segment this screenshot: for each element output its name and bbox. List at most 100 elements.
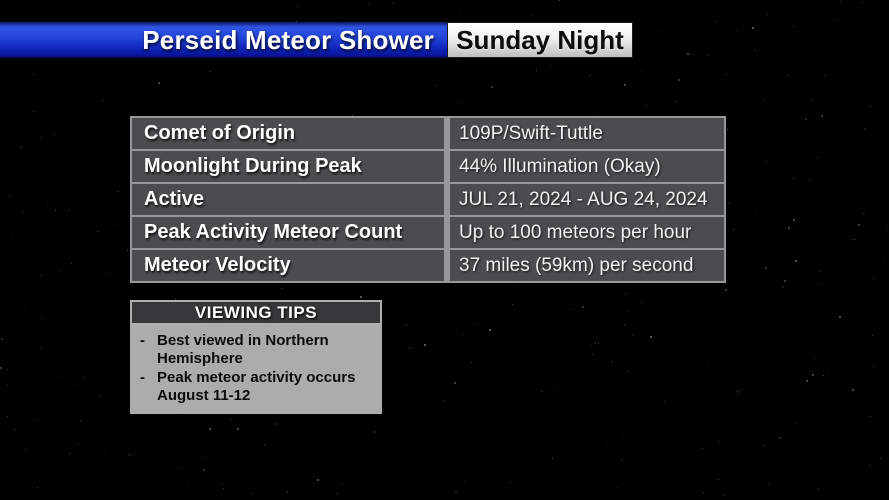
star-dot [872,447,873,448]
star-dot [725,77,726,78]
title-bar: Perseid Meteor Shower Sunday Night [0,22,633,58]
star-dot [811,100,812,101]
row-label: Peak Activity Meteor Count [132,217,444,248]
star-dot [884,256,885,257]
star-dot [222,484,223,485]
star-dot [809,179,810,180]
star-dot [582,306,584,308]
star-dot [755,209,756,210]
star-dot [58,377,59,378]
star-dot [793,178,794,179]
star-dot [646,105,647,106]
star-dot [344,289,345,290]
star-dot [369,4,370,5]
star-dot [828,374,829,375]
star-dot [737,426,738,427]
star-dot [814,358,815,359]
star-dot [264,444,265,445]
star-dot [455,491,457,493]
star-dot [785,482,786,483]
star-dot [839,316,841,318]
star-dot [598,343,599,344]
star-dot [360,296,362,298]
bullet-dash: - [140,332,145,349]
star-dot [729,203,730,204]
star-dot [297,6,298,7]
star-dot [782,286,784,288]
row-value: Up to 100 meteors per hour [450,217,724,248]
star-dot [650,325,651,326]
star-dot [730,422,731,423]
star-dot [658,30,659,31]
star-dot [620,406,621,407]
star-dot [53,134,54,135]
star-dot [819,284,820,285]
star-dot [77,263,78,264]
star-dot [738,393,739,394]
star-dot [823,375,824,376]
star-dot [296,21,297,22]
star-dot [641,302,642,303]
star-dot [317,479,319,481]
star-dot [621,460,622,461]
star-dot [664,401,665,402]
star-dot [793,26,794,27]
star-dot [733,229,734,230]
row-value: 109P/Swift-Tuttle [450,118,724,149]
star-dot [145,290,146,291]
star-dot [154,455,155,456]
star-dot [464,481,465,482]
star-dot [862,2,863,3]
star-dot [512,304,513,305]
star-dot [393,3,394,4]
star-dot [800,140,801,141]
star-dot [589,75,590,76]
star-dot [127,250,128,251]
star-dot [864,128,866,130]
meteor-facts-table: Comet of Origin 109P/Swift-Tuttle Moonli… [130,116,726,283]
star-dot [632,334,634,336]
star-dot [624,84,626,86]
star-dot [559,0,560,1]
star-dot [458,102,459,103]
star-dot [793,219,795,221]
star-dot [448,415,449,416]
star-dot [282,465,283,466]
star-dot [616,487,617,488]
star-dot [436,85,437,86]
row-label: Moonlight During Peak [132,151,444,182]
star-dot [682,452,683,453]
star-dot [471,362,472,363]
star-dot [19,446,20,447]
star-dot [454,382,456,384]
star-dot [37,487,38,488]
star-dot [7,369,8,370]
star-dot [33,74,34,75]
star-dot [599,105,600,106]
star-dot [53,15,54,16]
star-dot [22,212,23,213]
row-label: Comet of Origin [132,118,444,149]
star-dot [587,322,588,323]
star-dot [640,71,641,72]
timeframe-badge: Sunday Night [447,22,633,58]
star-dot [69,453,70,454]
star-dot [763,100,764,101]
star-dot [117,191,118,192]
star-dot [863,213,864,214]
star-dot [105,452,106,453]
star-dot [409,347,410,348]
star-dot [812,374,814,376]
star-dot [726,74,727,75]
star-dot [718,479,719,480]
star-dot [806,380,808,382]
star-dot [795,260,797,262]
star-dot [489,329,491,331]
star-dot [553,386,554,387]
star-dot [869,106,870,107]
star-dot [765,161,766,162]
star-dot [510,482,511,483]
tip-item: - Best viewed in Northern Hemisphere [138,332,376,368]
star-dot [539,283,540,284]
star-dot [342,17,343,18]
